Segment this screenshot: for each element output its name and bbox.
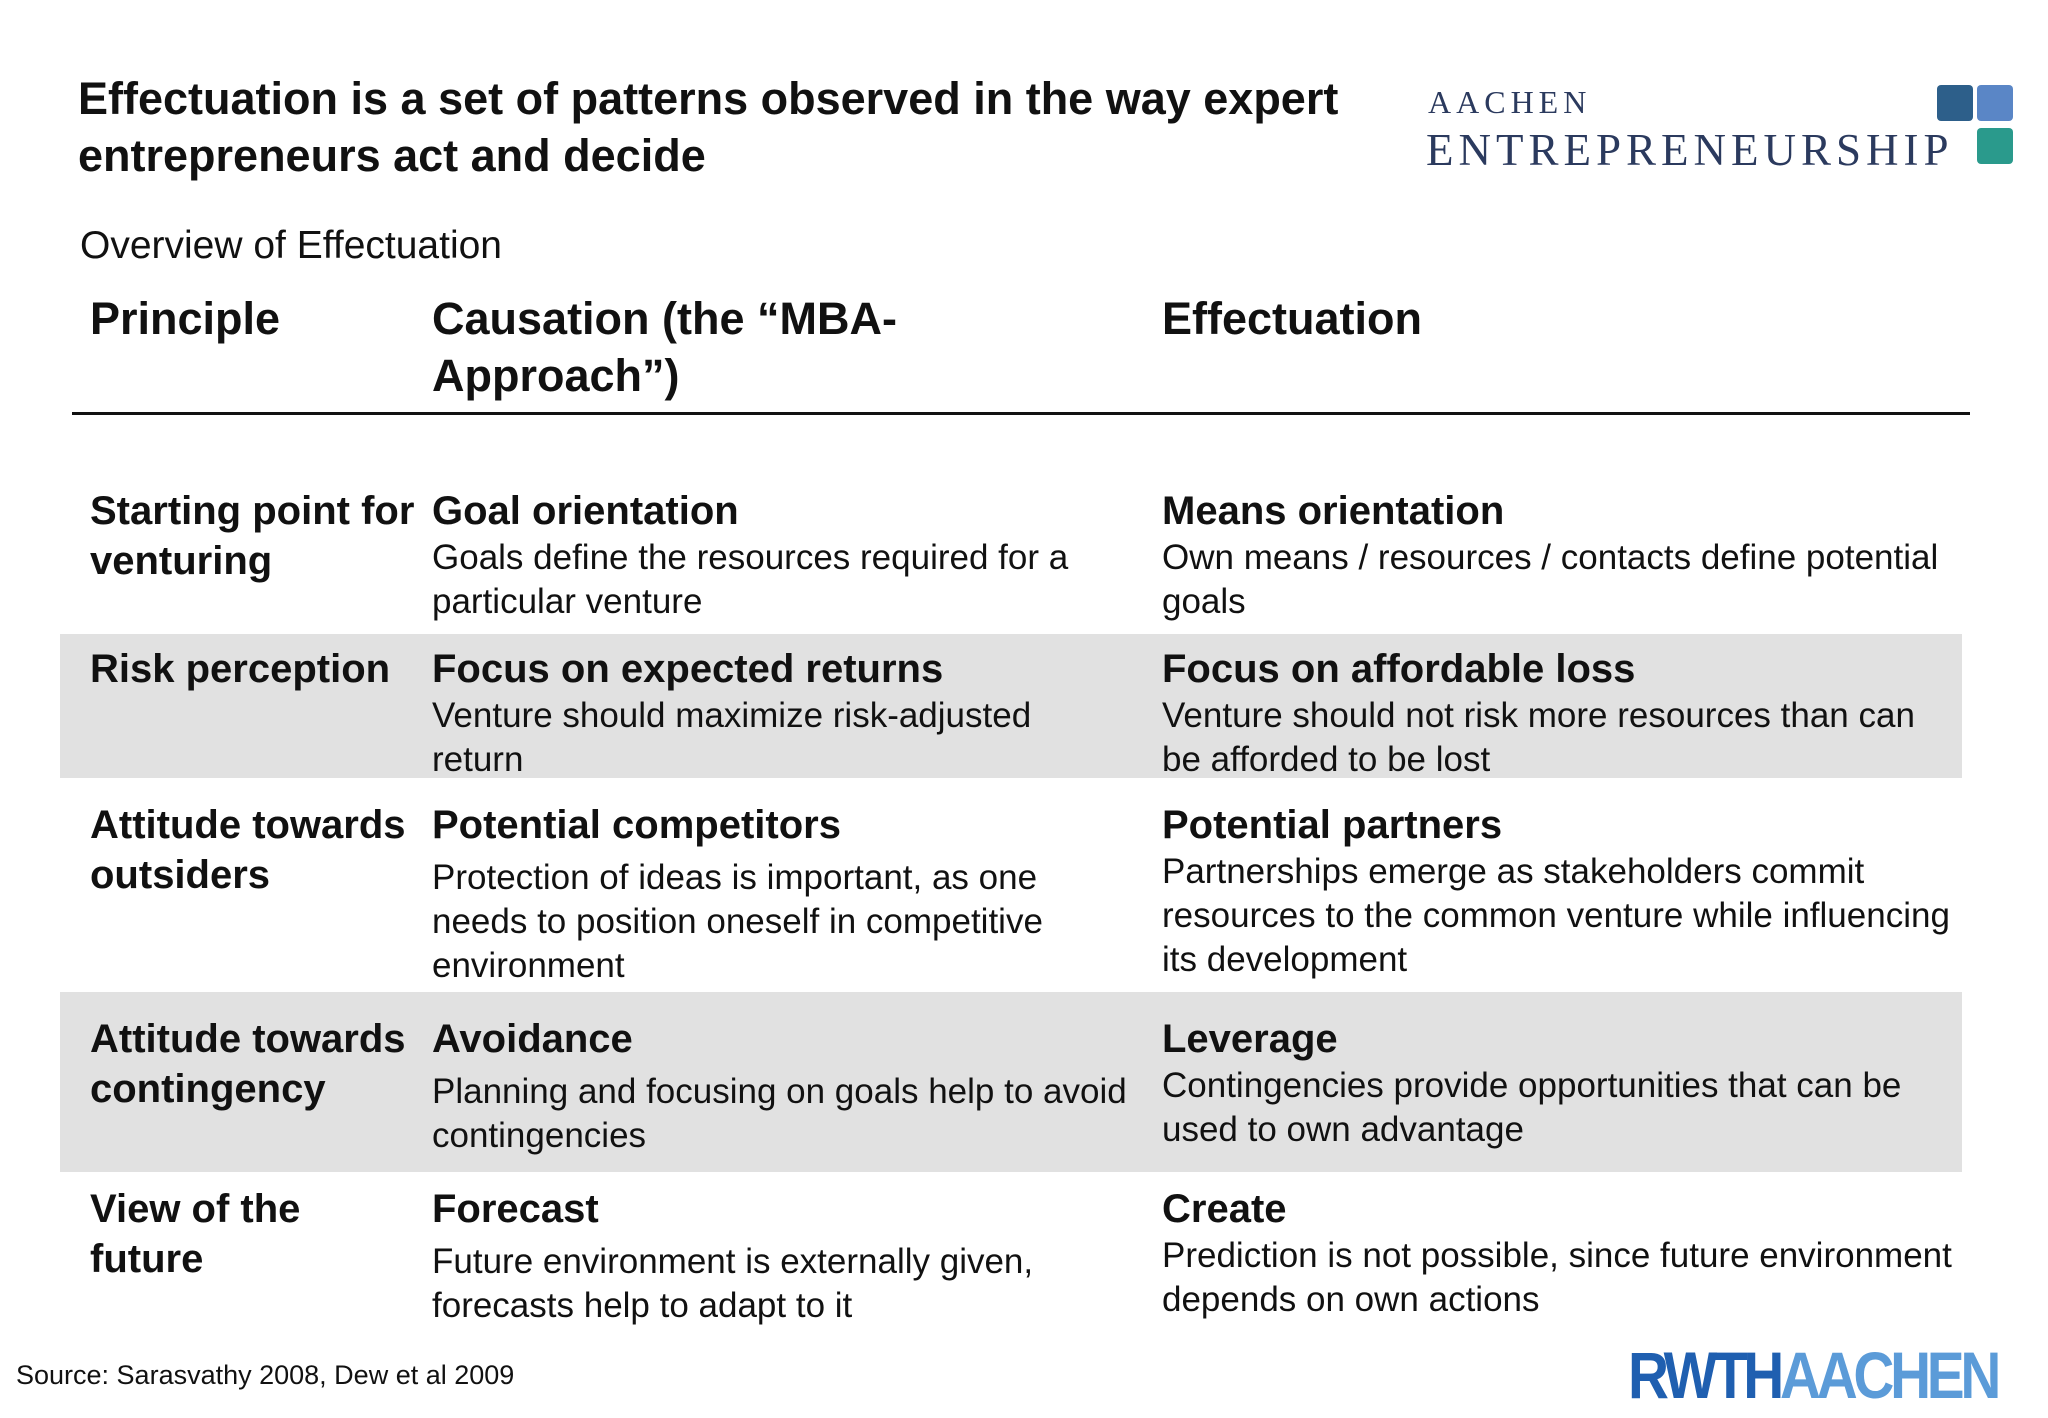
- source-citation: Source: Sarasvathy 2008, Dew et al 2009: [16, 1360, 515, 1390]
- causation-cell: Focus on expected returns Venture should…: [432, 644, 1132, 782]
- table-row: View of the future Forecast Future envir…: [60, 1180, 1962, 1330]
- table-row: Risk perception Focus on expected return…: [60, 634, 1962, 779]
- effectuation-title: Potential partners: [1162, 803, 1503, 847]
- effectuation-cell: Focus on affordable loss Venture should …: [1162, 644, 1962, 782]
- table-row: Starting point for venturing Goal orient…: [60, 486, 1962, 634]
- page-title: Effectuation is a set of patterns observ…: [78, 73, 1339, 181]
- causation-cell: Avoidance Planning and focusing on goals…: [432, 1014, 1132, 1158]
- principle-cell: View of the future: [90, 1187, 301, 1281]
- causation-cell: Forecast Future environment is externall…: [432, 1184, 1132, 1328]
- logo-line-entrepreneurship: ENTREPRENEURSHIP: [1426, 125, 1954, 175]
- causation-title: Avoidance: [432, 1017, 633, 1061]
- causation-title: Forecast: [432, 1187, 599, 1231]
- principle-cell: Starting point for venturing: [90, 489, 415, 583]
- table-row: Attitude towards outsiders Potential com…: [60, 792, 1962, 992]
- effectuation-text: Contingencies provide opportunities that…: [1162, 1066, 1902, 1149]
- effectuation-title: Leverage: [1162, 1017, 1338, 1061]
- causation-cell: Goal orientation Goals define the resour…: [432, 486, 1132, 624]
- logo-square-dark-blue: [1937, 85, 1973, 121]
- logo-square-teal: [1977, 128, 2013, 164]
- aachen-entrepreneurship-logo: AACHEN ENTREPRENEURSHIP: [1424, 80, 2024, 180]
- effectuation-text: Own means / resources / contacts define …: [1162, 538, 1939, 621]
- logo-line-aachen: AACHEN: [1428, 84, 1592, 120]
- principle-cell: Attitude towards outsiders: [90, 803, 406, 897]
- effectuation-title: Means orientation: [1162, 489, 1505, 533]
- effectuation-title: Create: [1162, 1187, 1287, 1231]
- header-divider: [72, 412, 1970, 415]
- effectuation-text: Prediction is not possible, since future…: [1162, 1236, 1952, 1319]
- causation-text: Venture should maximize risk-adjusted re…: [432, 696, 1032, 779]
- subtitle: Overview of Effectuation: [80, 224, 502, 267]
- causation-text: Planning and focusing on goals help to a…: [432, 1072, 1127, 1155]
- header-principle: Principle: [90, 293, 281, 344]
- header-effectuation: Effectuation: [1162, 293, 1423, 344]
- principle-cell: Attitude towards contingency: [90, 1017, 406, 1111]
- causation-text: Protection of ideas is important, as one…: [432, 858, 1043, 985]
- header-causation: Causation (the “MBA-Approach”): [432, 293, 897, 401]
- table-row: Attitude towards contingency Avoidance P…: [60, 992, 1962, 1172]
- rwth-aachen-logo: RWTHAACHEN: [1628, 1338, 2001, 1412]
- causation-text: Future environment is externally given, …: [432, 1242, 1034, 1325]
- effectuation-cell: Means orientation Own means / resources …: [1162, 486, 1962, 624]
- causation-title: Goal orientation: [432, 489, 739, 533]
- effectuation-cell: Leverage Contingencies provide opportuni…: [1162, 1014, 1962, 1152]
- causation-title: Potential competitors: [432, 803, 841, 847]
- causation-text: Goals define the resources required for …: [432, 538, 1069, 621]
- effectuation-title: Focus on affordable loss: [1162, 647, 1636, 691]
- rwth-logo-part2: AACHEN: [1780, 1338, 2001, 1412]
- effectuation-text: Venture should not risk more resources t…: [1162, 696, 1915, 779]
- causation-title: Focus on expected returns: [432, 647, 944, 691]
- logo-square-light-blue: [1977, 85, 2013, 121]
- effectuation-text: Partnerships emerge as stakeholders comm…: [1162, 852, 1950, 979]
- effectuation-cell: Create Prediction is not possible, since…: [1162, 1184, 1962, 1322]
- effectuation-cell: Potential partners Partnerships emerge a…: [1162, 800, 1962, 982]
- rwth-logo-part1: RWTH: [1628, 1338, 1784, 1412]
- causation-cell: Potential competitors Protection of idea…: [432, 800, 1132, 988]
- principle-cell: Risk perception: [90, 647, 391, 691]
